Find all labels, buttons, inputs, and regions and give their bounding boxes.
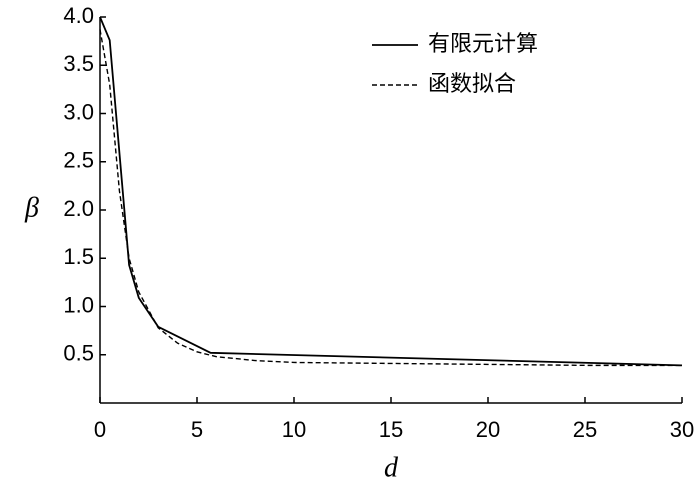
data-line <box>99 29 682 367</box>
y-tick-label: 2.0 <box>63 196 94 221</box>
legend-label: 函数拟合 <box>428 71 516 96</box>
x-tick-label: 20 <box>476 417 500 442</box>
x-tick-label: 25 <box>573 417 597 442</box>
x-tick-label: 5 <box>191 417 203 442</box>
y-tick-label: 1.0 <box>63 292 94 317</box>
x-tick-label: 0 <box>94 417 106 442</box>
y-tick-label: 4.0 <box>63 3 94 28</box>
y-tick-label: 3.5 <box>63 51 94 76</box>
y-tick-label: 1.5 <box>63 244 94 269</box>
y-tick-label: 2.5 <box>63 148 94 173</box>
y-axis-label: β <box>24 192 39 223</box>
legend-label: 有限元计算 <box>428 31 538 56</box>
x-axis-label: d <box>384 452 399 483</box>
y-tick-label: 3.0 <box>63 99 94 124</box>
x-tick-label: 10 <box>282 417 306 442</box>
data-line <box>99 16 683 367</box>
x-tick-label: 30 <box>670 417 694 442</box>
x-tick-label: 15 <box>379 417 403 442</box>
y-tick-label: 0.5 <box>63 341 94 366</box>
